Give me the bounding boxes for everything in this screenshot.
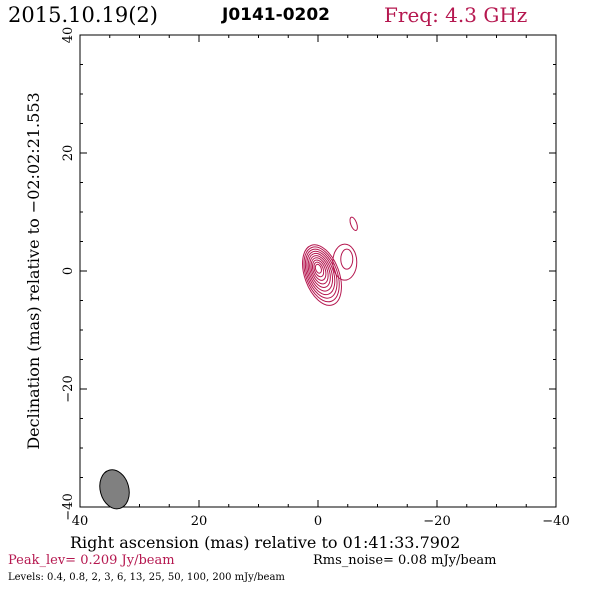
y-tick-label: 20: [61, 145, 76, 162]
contour-level: [306, 250, 336, 296]
contour-level: [307, 252, 334, 292]
x-tick-label: 20: [191, 514, 208, 529]
contour-level: [314, 263, 322, 274]
beam-ellipse: [99, 469, 130, 510]
y-tick-label: −40: [61, 493, 76, 520]
contour-level: [311, 259, 327, 281]
rms-noise: Rms_noise= 0.08 mJy/beam: [313, 553, 497, 568]
axis-ticks: 40 20 0 −20 −40 −40 −20 0 20 40: [61, 27, 570, 529]
contour-set: [302, 216, 358, 306]
x-tick-label: 40: [72, 514, 89, 529]
plot-frame: [79, 34, 557, 508]
x-tick-label: −40: [542, 514, 569, 529]
contour-level: [309, 255, 331, 288]
contour-level: [303, 246, 340, 303]
blob-contour: [349, 216, 358, 231]
contour-levels: Levels: 0.4, 0.8, 2, 3, 6, 13, 25, 50, 1…: [8, 572, 285, 583]
beam-shape: [99, 469, 130, 510]
y-axis-label: Declination (mas) relative to −02:02:21.…: [24, 92, 43, 449]
x-tick-label: 0: [314, 514, 322, 529]
jet-contour-outer: [332, 243, 358, 281]
x-tick-label: −20: [423, 514, 450, 529]
contour-level: [310, 257, 329, 285]
source-name: J0141-0202: [222, 5, 331, 25]
frequency-label: Freq: 4.3 GHz: [384, 3, 528, 27]
y-tick-label: −20: [61, 375, 76, 402]
peak-level: Peak_lev= 0.209 Jy/beam: [8, 553, 175, 568]
contour-level: [304, 248, 338, 299]
y-tick-label: 40: [61, 27, 76, 44]
contour-level: [313, 261, 325, 278]
contour-level: [302, 244, 342, 306]
y-tick-label: 0: [61, 267, 76, 275]
x-axis-label: Right ascension (mas) relative to 01:41:…: [70, 533, 461, 552]
jet-contour-inner: [340, 248, 354, 270]
observation-date: 2015.10.19(2): [8, 3, 158, 27]
